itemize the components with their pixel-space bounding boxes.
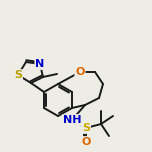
Text: S: S <box>82 123 90 133</box>
Text: O: O <box>81 137 91 147</box>
Text: NH: NH <box>63 115 81 125</box>
Text: N: N <box>35 59 45 69</box>
Text: O: O <box>75 67 85 77</box>
Text: S: S <box>14 70 22 80</box>
